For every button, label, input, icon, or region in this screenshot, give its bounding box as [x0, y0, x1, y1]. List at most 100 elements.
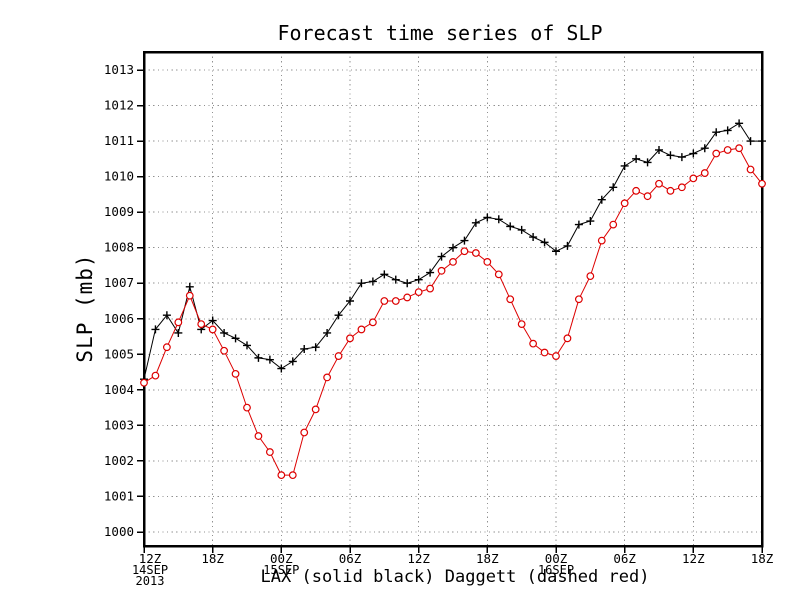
- circle-marker: [540, 348, 549, 357]
- circle-marker: [414, 288, 423, 297]
- plus-marker: [243, 341, 251, 350]
- plus-marker: [540, 238, 549, 247]
- circle-marker: [746, 165, 755, 174]
- circle-marker: [529, 339, 538, 348]
- circle-marker: [357, 325, 366, 334]
- circle-marker: [208, 325, 217, 334]
- plus-marker: [334, 311, 343, 320]
- plus-marker: [700, 144, 709, 153]
- circle-marker: [563, 334, 572, 343]
- plus-marker: [723, 126, 732, 135]
- circle-marker: [506, 295, 515, 304]
- plus-marker: [677, 153, 686, 162]
- tick-labels: 1000 1001 1002 1003 1004 1005 1006 1007 1008 1009…: [104, 62, 774, 588]
- circle-marker: [288, 471, 297, 480]
- plus-marker: [323, 328, 332, 337]
- plus-marker: [643, 158, 652, 167]
- circle-marker: [632, 186, 641, 195]
- y-tick-label: 1008: [104, 240, 134, 255]
- y-tick-label: 1002: [104, 453, 134, 468]
- circle-marker: [243, 403, 251, 412]
- circle-marker: [666, 186, 675, 195]
- plus-marker: [552, 247, 560, 256]
- circle-marker: [620, 199, 629, 208]
- plus-marker: [277, 364, 286, 373]
- plus-marker: [563, 241, 572, 250]
- circle-marker: [712, 149, 721, 158]
- x-tick-sublabel: 15SEP: [263, 563, 299, 577]
- circle-marker: [597, 236, 606, 245]
- y-axis-label: SLP (mb): [73, 253, 97, 363]
- circle-marker: [197, 320, 206, 329]
- circle-marker: [254, 432, 263, 440]
- circle-marker: [162, 343, 171, 352]
- circle-marker: [517, 320, 526, 329]
- plus-marker: [403, 279, 412, 288]
- plus-marker: [300, 344, 309, 353]
- plot-border: [142, 50, 764, 548]
- plus-marker: [460, 236, 469, 245]
- plus-marker: [574, 220, 583, 229]
- x-tick-label: 18Z: [201, 551, 224, 566]
- circle-marker: [140, 378, 148, 387]
- y-tick-label: 1009: [104, 204, 134, 219]
- circle-marker: [609, 220, 618, 229]
- plus-marker: [437, 252, 446, 261]
- plus-marker: [357, 279, 366, 288]
- plus-marker: [368, 277, 377, 286]
- y-tick-label: 1012: [104, 98, 134, 113]
- axis-ticks: [137, 69, 763, 553]
- plus-marker: [174, 328, 183, 337]
- plus-marker: [311, 343, 320, 352]
- x-tick-label: 00Z: [545, 551, 568, 566]
- plus-marker: [758, 137, 766, 146]
- circle-marker: [300, 428, 309, 437]
- plus-marker: [391, 275, 400, 284]
- plus-marker: [346, 297, 354, 306]
- x-tick-label: 18Z: [751, 551, 774, 566]
- plus-marker: [689, 149, 698, 158]
- plus-marker: [632, 154, 641, 163]
- circle-marker: [735, 144, 744, 153]
- series-line-Daggett: [143, 147, 763, 476]
- plus-marker: [151, 325, 160, 334]
- x-tick-label: 12Z: [407, 551, 430, 566]
- x-tick-label: 06Z: [339, 551, 362, 566]
- x-axis-label: LAX (solid black) Daggett (dashed red): [260, 567, 650, 587]
- series-markers-LAX: [140, 119, 766, 384]
- circle-marker: [311, 405, 320, 414]
- x-tick-sublabel: 2013: [136, 574, 165, 588]
- circle-marker: [758, 179, 766, 188]
- chart-title: Forecast time series of SLP: [277, 21, 603, 45]
- plus-marker: [162, 311, 171, 320]
- plus-marker: [471, 218, 480, 227]
- y-tick-label: 1005: [104, 346, 134, 361]
- circle-marker: [449, 258, 457, 266]
- circle-marker: [643, 192, 652, 201]
- plus-marker: [655, 145, 663, 154]
- y-tick-label: 1000: [104, 524, 134, 539]
- plus-marker: [288, 357, 297, 366]
- circle-marker: [677, 183, 686, 192]
- x-tick-sublabel: 14SEP: [132, 563, 168, 577]
- circle-marker: [483, 258, 492, 266]
- circle-marker: [323, 373, 332, 382]
- circle-marker: [368, 318, 377, 327]
- y-tick-label: 1011: [104, 133, 134, 148]
- plus-marker: [449, 243, 457, 252]
- plus-marker: [586, 217, 595, 226]
- plus-marker: [746, 137, 755, 146]
- plus-marker: [414, 275, 423, 284]
- plus-marker: [597, 195, 606, 204]
- plus-marker: [208, 316, 217, 325]
- circle-marker: [460, 247, 469, 256]
- circle-marker: [151, 371, 160, 380]
- circle-marker: [723, 146, 732, 154]
- x-tick-label: 12Z: [682, 551, 705, 566]
- circle-marker: [586, 272, 595, 281]
- circle-marker: [437, 266, 446, 275]
- plus-marker: [712, 128, 721, 137]
- circle-marker: [700, 169, 709, 177]
